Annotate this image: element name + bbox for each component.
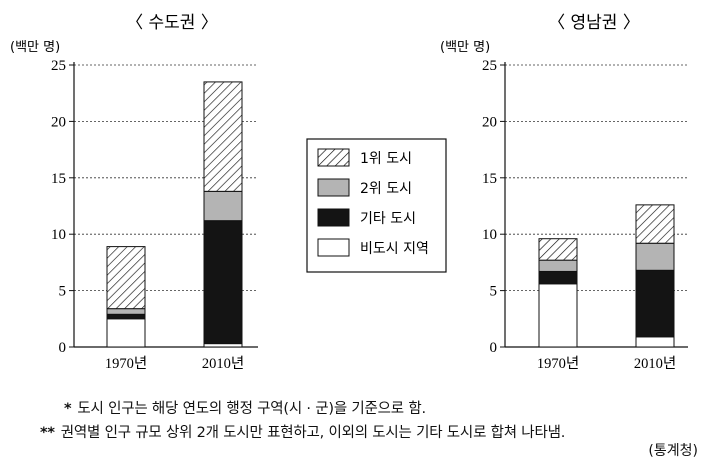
y-tick-label: 25 — [482, 58, 497, 74]
bar-segment-1위-도시 — [538, 238, 578, 261]
bar-segment-2위-도시 — [635, 242, 675, 271]
bar-segment-2위-도시 — [106, 308, 146, 315]
legend-swatch — [317, 238, 350, 257]
bar-segment-2위-도시 — [203, 190, 243, 222]
left-chart-group: 〈 수도권 〉 (백만 명) 0 5 10 15 20 25 1970년 2010년 — [10, 13, 258, 372]
bar-segment-기타-도시 — [635, 269, 675, 338]
bar-segment-기타-도시 — [106, 313, 146, 320]
legend-swatch — [317, 178, 350, 197]
legend-swatch — [317, 208, 350, 227]
bar-segment-1위-도시 — [203, 81, 243, 192]
y-tick-label: 20 — [51, 114, 66, 130]
bar-segment-비도시-지역 — [106, 318, 146, 348]
legend-label: 비도시 지역 — [360, 241, 429, 257]
y-tick-label: 10 — [482, 227, 497, 243]
x-tick-label: 1970년 — [537, 355, 579, 372]
bar-segment-1위-도시 — [635, 204, 675, 244]
chart-title: 〈 영남권 〉 — [548, 13, 640, 33]
legend-label: 기타 도시 — [360, 211, 416, 227]
y-axis-label: (백만 명) — [440, 40, 490, 55]
y-tick-label: 0 — [490, 340, 498, 356]
bar-segment-비도시-지역 — [635, 336, 675, 348]
bar-segment-2위-도시 — [538, 259, 578, 272]
footnote-2-mark: ** — [40, 425, 55, 441]
y-tick-label: 25 — [51, 58, 66, 74]
legend-swatch — [317, 148, 350, 167]
legend-label: 2위 도시 — [360, 181, 412, 197]
y-tick-label: 5 — [490, 284, 498, 300]
bar-segment-1위-도시 — [106, 246, 146, 310]
source-label: (통계청) — [648, 443, 698, 459]
bar-segment-비도시-지역 — [203, 343, 243, 348]
y-tick-label: 15 — [482, 171, 497, 187]
legend-label: 1위 도시 — [360, 151, 412, 167]
footnote-1-mark: * — [64, 401, 72, 417]
footnote-2-text: 권역별 인구 규모 상위 2개 도시만 표현하고, 이외의 도시는 기타 도시로… — [60, 425, 566, 441]
y-axis-label: (백만 명) — [10, 40, 60, 55]
x-tick-label: 2010년 — [634, 355, 676, 372]
y-tick-label: 15 — [51, 171, 66, 187]
footnote-1: * 도시 인구는 해당 연도의 행정 구역(시 · 군)을 기준으로 함. — [64, 397, 426, 418]
chart-title: 〈 수도권 〉 — [126, 13, 218, 33]
bar-segment-기타-도시 — [538, 270, 578, 285]
x-tick-label: 1970년 — [105, 355, 147, 372]
right-chart-group: 〈 영남권 〉 (백만 명) 0 5 10 15 20 25 1970년 2010년 — [440, 13, 688, 372]
y-tick-label: 5 — [59, 284, 67, 300]
footnote-2: ** 권역별 인구 규모 상위 2개 도시만 표현하고, 이외의 도시는 기타 도… — [40, 421, 565, 442]
bar-segment-비도시-지역 — [538, 283, 578, 348]
x-tick-label: 2010년 — [202, 355, 244, 372]
y-tick-label: 20 — [482, 114, 497, 130]
bar-segment-기타-도시 — [203, 220, 243, 345]
footnote-1-text: 도시 인구는 해당 연도의 행정 구역(시 · 군)을 기준으로 함. — [77, 401, 426, 417]
y-tick-label: 10 — [51, 227, 66, 243]
y-tick-label: 0 — [59, 340, 67, 356]
